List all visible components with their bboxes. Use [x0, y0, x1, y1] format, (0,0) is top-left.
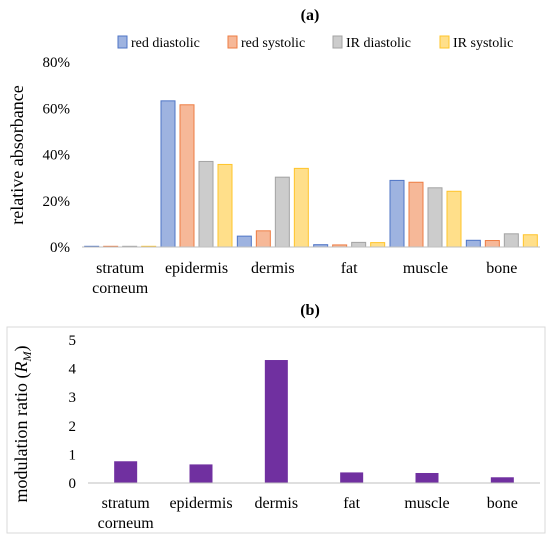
chart-b-category-label: epidermis [169, 495, 232, 512]
chart-b-categories: stratum corneum epidermis dermis fat muscle bo… [98, 495, 518, 532]
chart-a-y-tick-label: 80% [43, 55, 71, 71]
chart-a-bar [427, 187, 443, 248]
chart-a-bar [160, 100, 176, 248]
chart-a-bar [293, 167, 309, 248]
chart-b-bars [114, 360, 514, 483]
chart-b-y-axis-label-subscript: M [20, 351, 34, 363]
chart-a-bar [408, 181, 424, 248]
chart-a-bar [370, 242, 386, 248]
chart-b-y-tick-label: 5 [69, 333, 77, 349]
chart-a-bar [217, 163, 233, 248]
chart-a-bar [389, 179, 405, 248]
chart-a-legend-label: red systolic [241, 36, 305, 51]
chart-a-legend-swatch [439, 35, 450, 49]
chart-b-category-label: muscle [404, 495, 449, 512]
chart-b-category-label: corneum [98, 515, 155, 532]
chart-a-bar [179, 104, 195, 248]
chart-b-category-label: fat [343, 495, 360, 512]
chart-a-bar [236, 235, 252, 248]
chart-b-title: (b) [300, 302, 320, 319]
chart-a-bar [503, 233, 519, 248]
chart-a-category-label: bone [486, 260, 517, 277]
chart-a-legend-swatch [117, 35, 128, 49]
chart-a-y-axis-label: relative absorbance [7, 85, 27, 224]
chart-a-category-label: epidermis [165, 260, 228, 277]
chart-a-bars [84, 100, 538, 248]
chart-a-bar [465, 239, 481, 248]
chart-a-category-label: dermis [251, 260, 295, 277]
chart-b-y-tick-label: 1 [69, 447, 77, 463]
chart-a-bar [351, 241, 367, 248]
chart-b-y-axis-label-text: modulation ratio ( [11, 373, 32, 503]
chart-b-y-tick-label: 2 [69, 419, 77, 435]
chart-b-y-tick-label: 4 [69, 362, 77, 378]
chart-a-category-label: stratum [96, 260, 145, 277]
chart-b-bar [189, 464, 213, 483]
chart-a-legend-label: IR systolic [453, 36, 513, 51]
chart-a-y-ticks: 0% 20% 40% 60% 80% [43, 55, 71, 256]
chart-a-legend: red diastolic red systolic IR diastolic IR … [117, 35, 513, 51]
chart-b-y-axis-label-close: ) [11, 346, 32, 352]
chart-b-bar [490, 477, 514, 483]
chart-a: (a) red diastolic red systolic IR diastoli… [7, 7, 540, 297]
chart-a-category-label: corneum [92, 280, 149, 297]
chart-a-y-tick-label: 60% [43, 101, 71, 117]
chart-a-bar [522, 234, 538, 248]
chart-a-legend-label: IR diastolic [346, 36, 411, 51]
chart-b-y-ticks: 0 1 2 3 4 5 [69, 333, 77, 492]
chart-a-title: (a) [301, 7, 320, 24]
chart-b-y-tick-label: 3 [69, 390, 77, 406]
chart-b-frame [6, 326, 546, 534]
chart-a-category-label: muscle [403, 260, 448, 277]
chart-a-bar [446, 190, 462, 248]
chart-b-y-axis-label: modulation ratio (RM) [11, 346, 34, 503]
chart-a-bar [255, 230, 271, 248]
chart-a-bar [274, 176, 290, 248]
chart-a-legend-swatch [332, 35, 343, 49]
chart-b-category-label: dermis [255, 495, 299, 512]
chart-b-bar [264, 360, 288, 483]
chart-b-y-tick-label: 0 [69, 476, 77, 492]
chart-a-bar [484, 240, 500, 248]
chart-b-bar [340, 472, 364, 483]
chart-b-category-label: bone [487, 495, 518, 512]
chart-a-y-tick-label: 0% [50, 240, 70, 256]
chart-b-y-axis-label-symbol: R [11, 362, 31, 374]
chart-b-bar [114, 461, 138, 483]
chart-a-y-tick-label: 40% [43, 148, 71, 164]
chart-a-legend-swatch [227, 35, 238, 49]
chart-a-y-tick-label: 20% [43, 194, 71, 210]
chart-b-category-label: stratum [102, 495, 151, 512]
chart-a-bar [198, 160, 214, 248]
chart-a-legend-label: red diastolic [131, 36, 200, 51]
chart-a-category-label: fat [341, 260, 358, 277]
chart-b-bar [415, 472, 439, 483]
chart-a-categories: stratum corneum epidermis dermis fat muscle bo… [92, 260, 517, 297]
chart-b: (b) modulation ratio (RM) 0 1 2 3 4 5 stratum… [6, 302, 546, 534]
